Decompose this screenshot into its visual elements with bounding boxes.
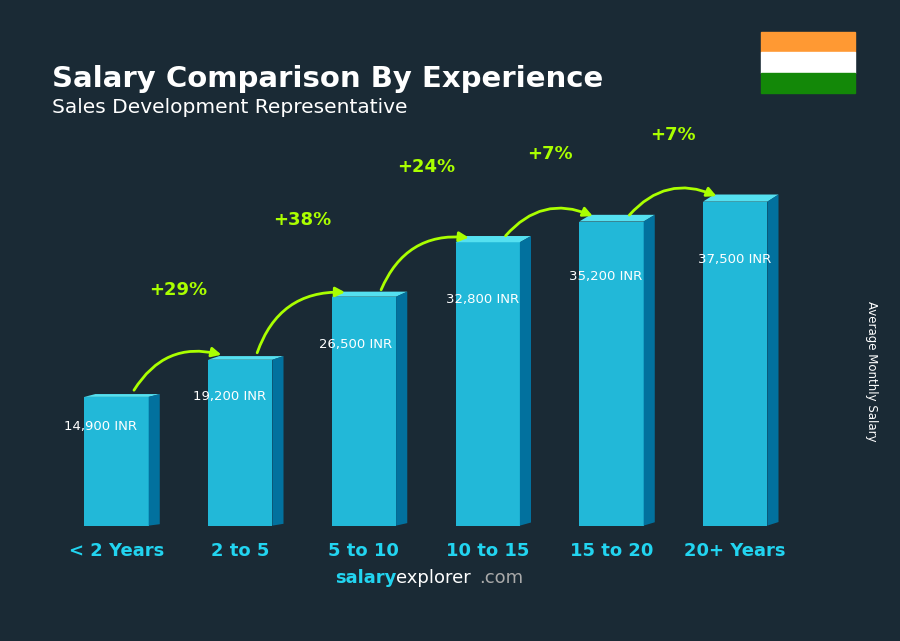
Polygon shape: [396, 292, 407, 526]
Text: +7%: +7%: [651, 126, 696, 144]
Text: 14,900 INR: 14,900 INR: [65, 420, 138, 433]
Polygon shape: [332, 292, 407, 297]
Text: Sales Development Representative: Sales Development Representative: [52, 98, 408, 117]
Polygon shape: [85, 394, 160, 397]
Bar: [703, 202, 768, 526]
Bar: [85, 397, 148, 526]
Text: +29%: +29%: [149, 281, 207, 299]
Polygon shape: [703, 194, 778, 202]
Polygon shape: [520, 236, 531, 526]
Text: 35,200 INR: 35,200 INR: [570, 270, 643, 283]
Text: 19,200 INR: 19,200 INR: [194, 390, 266, 403]
Bar: [208, 360, 273, 526]
Polygon shape: [273, 356, 284, 526]
Text: 37,500 INR: 37,500 INR: [698, 253, 771, 267]
Bar: [455, 242, 520, 526]
Polygon shape: [768, 194, 778, 526]
Bar: [580, 222, 644, 526]
Polygon shape: [148, 394, 160, 526]
Polygon shape: [644, 215, 655, 526]
Text: salary: salary: [335, 569, 396, 587]
Polygon shape: [208, 356, 284, 360]
Text: .com: .com: [480, 569, 524, 587]
Polygon shape: [580, 215, 655, 222]
Polygon shape: [455, 236, 531, 242]
Text: +24%: +24%: [397, 158, 454, 176]
Text: 26,500 INR: 26,500 INR: [320, 338, 392, 351]
Bar: [332, 297, 396, 526]
Text: +38%: +38%: [273, 211, 331, 229]
Text: 32,800 INR: 32,800 INR: [446, 293, 518, 306]
Text: Average Monthly Salary: Average Monthly Salary: [865, 301, 878, 442]
Text: explorer: explorer: [396, 569, 471, 587]
Text: Salary Comparison By Experience: Salary Comparison By Experience: [52, 65, 603, 92]
Text: +7%: +7%: [526, 145, 572, 163]
